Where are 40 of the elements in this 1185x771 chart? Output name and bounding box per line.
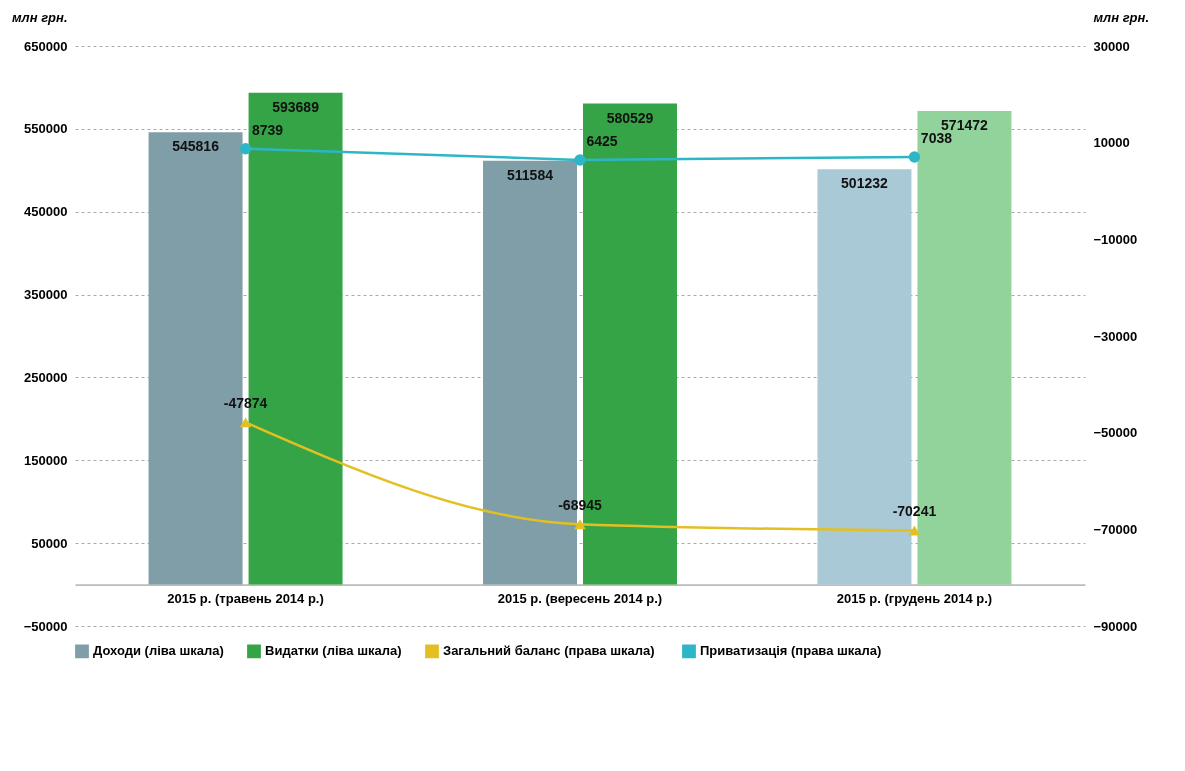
y2-tick-label: −10000 — [1093, 231, 1138, 247]
legend-label: Видатки (ліва шкала) — [265, 643, 402, 659]
y-axis-title: млн грн. — [11, 9, 68, 25]
y-tick-label: 550000 — [24, 121, 68, 137]
y-tick-label: 250000 — [24, 369, 68, 385]
y2-axis-title: млн грн. — [1093, 9, 1150, 25]
y2-tick-label: 30000 — [1093, 38, 1130, 54]
y-tick-label: 350000 — [24, 287, 68, 303]
point — [574, 154, 586, 166]
legend-label: Приватизація (права шкала) — [700, 643, 882, 659]
data-label: 593689 — [272, 98, 320, 115]
y2-tick-label: −70000 — [1093, 521, 1138, 537]
data-label: 501232 — [841, 175, 889, 192]
y-tick-label: −50000 — [23, 618, 68, 634]
legend-label: Загальний баланс (права шкала) — [443, 643, 655, 659]
y2-tick-label: −90000 — [1093, 618, 1138, 634]
point — [908, 525, 921, 536]
point — [908, 151, 921, 163]
legend-label: Доходи (ліва шкала) — [93, 643, 224, 659]
y-tick-label: 450000 — [24, 204, 68, 220]
data-label: 511584 — [507, 166, 554, 183]
data-label: 8739 — [251, 121, 284, 138]
data-label: -47874 — [223, 395, 268, 412]
point — [239, 417, 252, 428]
data-label: 580529 — [606, 109, 654, 126]
y2-tick-label: −50000 — [1093, 425, 1138, 441]
x-tick-label: 2015 р. (грудень 2014 р.) — [836, 591, 993, 607]
y2-tick-label: 10000 — [1093, 135, 1130, 151]
y-tick-label: 650000 — [24, 38, 68, 54]
point — [574, 519, 586, 530]
y-tick-label: 50000 — [31, 535, 68, 551]
data-label: 545816 — [172, 138, 220, 155]
data-label: -68945 — [558, 497, 603, 514]
data-label: 6425 — [586, 132, 618, 149]
point — [239, 143, 252, 155]
data-label: -70241 — [892, 503, 937, 520]
x-tick-label: 2015 р. (вересень 2014 р.) — [497, 591, 663, 607]
y-tick-label: 150000 — [24, 452, 68, 468]
x-tick-label: 2015 р. (травень 2014 р.) — [167, 591, 324, 607]
y2-tick-label: −30000 — [1093, 328, 1138, 344]
